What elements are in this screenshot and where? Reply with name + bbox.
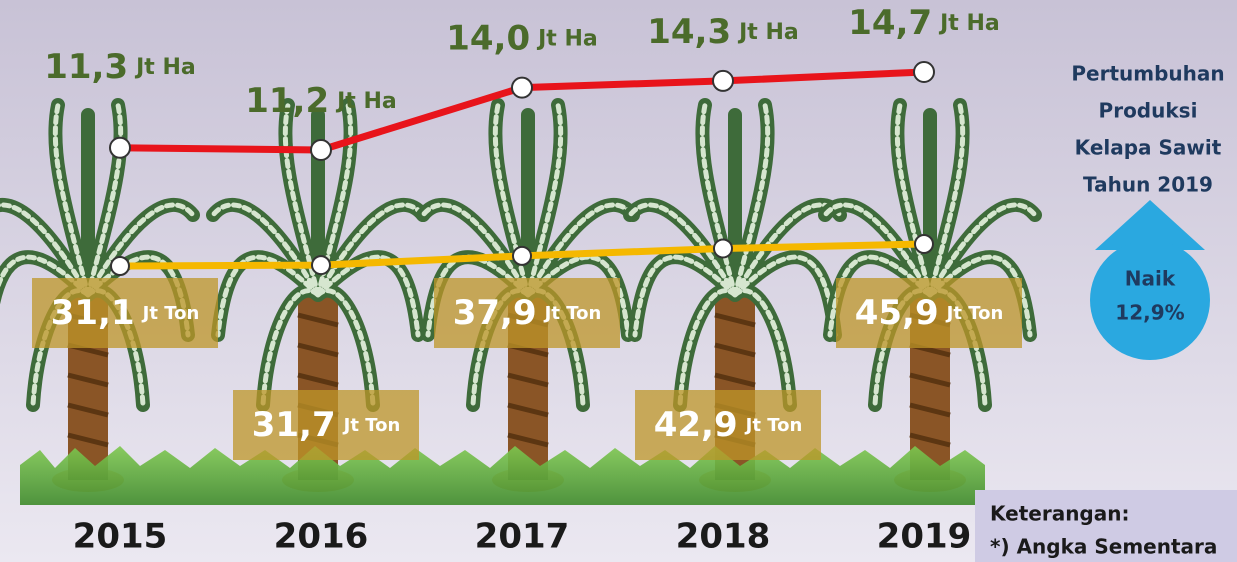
value-unit: Jt Ha <box>737 20 799 45</box>
side-note-line: Produksi <box>1099 99 1198 123</box>
value-number: 14,3 <box>647 11 731 51</box>
value-number: 37,9 <box>453 293 537 333</box>
point <box>713 71 733 91</box>
point <box>311 140 331 160</box>
point <box>312 256 330 274</box>
value-unit: Jt Ha <box>335 89 397 114</box>
point <box>714 239 732 257</box>
value-number: 14,0 <box>446 18 530 58</box>
value-number: 45,9 <box>855 293 939 333</box>
point <box>513 247 531 265</box>
x-tick-label: 2015 <box>73 517 168 557</box>
point <box>914 62 934 82</box>
side-note-line: Kelapa Sawit <box>1075 136 1222 160</box>
value-unit: Jt Ha <box>938 11 1000 36</box>
point <box>915 235 933 253</box>
value-unit: Jt Ton <box>543 303 602 324</box>
value-unit: Jt Ha <box>536 27 598 52</box>
value-unit: Jt Ton <box>141 303 200 324</box>
value-number: 14,7 <box>848 3 932 43</box>
value-number: 11,3 <box>44 46 128 86</box>
value-unit: Jt Ton <box>945 303 1004 324</box>
x-tick-label: 2018 <box>676 517 771 557</box>
value-number: 31,7 <box>252 405 336 445</box>
point <box>111 257 129 275</box>
point <box>512 78 532 98</box>
x-tick-label: 2016 <box>274 517 369 557</box>
value-number: 31,1 <box>51 293 135 333</box>
point <box>110 138 130 158</box>
value-unit: Jt Ton <box>744 415 803 436</box>
footnote-text: *) Angka Sementara <box>990 535 1217 559</box>
badge-value: 12,9% <box>1115 301 1184 325</box>
footnote-title: Keterangan: <box>990 502 1129 526</box>
x-tick-label: 2019 <box>877 517 972 557</box>
badge-title: Naik <box>1125 267 1176 291</box>
value-unit: Jt Ton <box>342 415 401 436</box>
side-note-line: Pertumbuhan <box>1071 62 1224 86</box>
value-unit: Jt Ha <box>134 55 196 80</box>
x-tick-label: 2017 <box>475 517 570 557</box>
page: {"chart_data": {"type": "line", "categor… <box>0 0 1237 562</box>
value-number: 42,9 <box>654 405 738 445</box>
value-number: 11,2 <box>245 81 329 121</box>
chart: Keterangan: *) Angka Sementara Pertumbuh… <box>0 0 1237 562</box>
side-note-line: Tahun 2019 <box>1083 173 1213 197</box>
